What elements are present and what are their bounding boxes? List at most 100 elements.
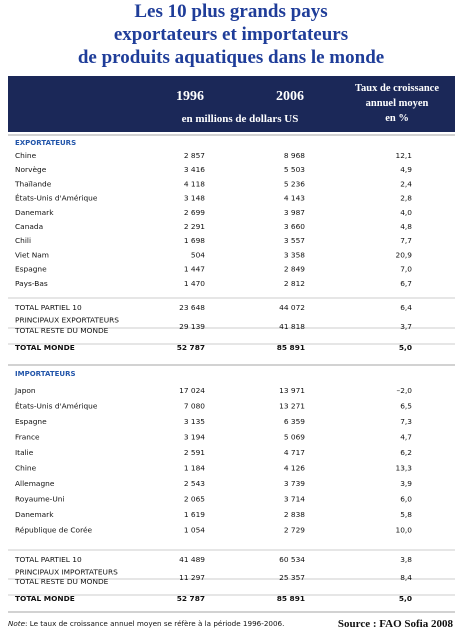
country: Royaume-Uni xyxy=(15,495,64,504)
title: de produits aquatiques dans le monde xyxy=(78,47,384,68)
total-label: PRINCIPAUX EXPORTATEURS xyxy=(15,316,119,325)
total-cell: 3,7 xyxy=(400,322,412,331)
cell: 4 717 xyxy=(284,448,305,457)
country: Canada xyxy=(15,222,43,231)
cell: 3 358 xyxy=(284,250,305,259)
cell: 6 359 xyxy=(284,417,305,426)
country: France xyxy=(15,433,40,442)
cell: 12,1 xyxy=(396,151,413,160)
total-label: TOTAL PARTIEL 10 xyxy=(14,555,82,564)
total-cell: 25 357 xyxy=(279,573,305,582)
country: Chili xyxy=(15,236,31,245)
cell: 1 054 xyxy=(184,526,205,535)
total-cell: 6,4 xyxy=(400,303,412,312)
cell: 3 714 xyxy=(284,495,305,504)
total-label: TOTAL MONDE xyxy=(15,343,75,352)
cell: 2 543 xyxy=(184,479,205,488)
cell: 13 971 xyxy=(279,386,305,395)
cell: 2 699 xyxy=(184,208,205,217)
col-head: annuel moyen xyxy=(366,98,429,109)
cell: 2 838 xyxy=(284,510,305,519)
note: Note: Le taux de croissance annuel moyen… xyxy=(8,619,284,628)
title: exportateurs et importateurs xyxy=(114,24,348,45)
cell: 10,0 xyxy=(396,526,413,535)
cell: –2,0 xyxy=(397,386,413,395)
col-head: 2006 xyxy=(276,89,304,104)
total-cell: 85 891 xyxy=(277,594,305,603)
cell: 4 126 xyxy=(284,464,305,473)
source: Source : FAO Sofia 2008 xyxy=(338,618,454,630)
country: Italie xyxy=(15,448,34,457)
country: Chine xyxy=(15,151,37,160)
total-cell: 5,0 xyxy=(399,343,412,352)
cell: 7,0 xyxy=(400,265,412,274)
cell: 3 135 xyxy=(184,417,205,426)
header-band xyxy=(8,76,455,132)
unit: en millions de dollars US xyxy=(182,113,299,125)
cell: 4,7 xyxy=(400,433,412,442)
cell: 5,8 xyxy=(400,510,412,519)
total-label: TOTAL PARTIEL 10 xyxy=(14,303,82,312)
total-cell: 41 489 xyxy=(179,555,205,564)
total-label: TOTAL RESTE DU MONDE xyxy=(14,326,109,335)
section-title: EXPORTATEURS xyxy=(15,139,76,147)
country: Thaïlande xyxy=(14,179,52,188)
cell: 3 194 xyxy=(184,433,205,442)
cell: 3 557 xyxy=(284,236,305,245)
cell: 504 xyxy=(191,250,205,259)
cell: 3 660 xyxy=(284,222,305,231)
cell: 6,2 xyxy=(400,448,412,457)
total-cell: 41 818 xyxy=(279,322,305,331)
country: Chine xyxy=(15,464,37,473)
country: Danemark xyxy=(15,208,54,217)
cell: 3 739 xyxy=(284,479,305,488)
total-cell: 8,4 xyxy=(400,573,412,582)
cell: 3,9 xyxy=(400,479,412,488)
col-head: en % xyxy=(385,113,409,124)
section-title: IMPORTATEURS xyxy=(15,370,76,378)
cell: 6,7 xyxy=(400,279,412,288)
cell: 2 849 xyxy=(284,265,305,274)
cell: 4 118 xyxy=(184,179,205,188)
cell: 1 698 xyxy=(184,236,205,245)
cell: 1 619 xyxy=(184,510,205,519)
country: Norvège xyxy=(15,165,47,174)
note-label: Note xyxy=(8,619,26,628)
cell: 8 968 xyxy=(284,151,305,160)
total-cell: 52 787 xyxy=(177,594,205,603)
total-cell: 44 072 xyxy=(279,303,305,312)
total-cell: 85 891 xyxy=(277,343,305,352)
title: Les 10 plus grands pays xyxy=(134,1,327,22)
country: Allemagne xyxy=(15,479,55,488)
cell: 5 236 xyxy=(284,179,305,188)
country: Espagne xyxy=(15,417,47,426)
cell: 3 416 xyxy=(184,165,205,174)
cell: 1 184 xyxy=(184,464,205,473)
cell: 2 857 xyxy=(184,151,205,160)
cell: 3 148 xyxy=(184,194,205,203)
country: Espagne xyxy=(15,265,47,274)
cell: 5 069 xyxy=(284,433,305,442)
cell: 2 812 xyxy=(284,279,305,288)
total-label: PRINCIPAUX IMPORTATEURS xyxy=(15,568,118,577)
total-cell: 11 297 xyxy=(179,573,205,582)
note-text: : Le taux de croissance annuel moyen se … xyxy=(25,619,284,628)
cell: 1 470 xyxy=(184,279,205,288)
cell: 1 447 xyxy=(184,265,205,274)
total-cell: 52 787 xyxy=(177,343,205,352)
cell: 17 024 xyxy=(179,386,205,395)
cell: 2 065 xyxy=(184,495,205,504)
country: Japon xyxy=(14,386,36,395)
col-head: Taux de croissance xyxy=(355,83,439,94)
total-cell: 3,8 xyxy=(400,555,412,564)
cell: 7,7 xyxy=(400,236,412,245)
cell: 4,8 xyxy=(400,222,412,231)
country: Pays-Bas xyxy=(15,279,48,288)
total-cell: 29 139 xyxy=(179,322,205,331)
country: Viet Nam xyxy=(15,250,49,259)
cell: 6,0 xyxy=(400,495,412,504)
cell: 13,3 xyxy=(396,464,413,473)
cell: 2,8 xyxy=(400,194,412,203)
country: États-Unis d'Amérique xyxy=(15,402,98,411)
